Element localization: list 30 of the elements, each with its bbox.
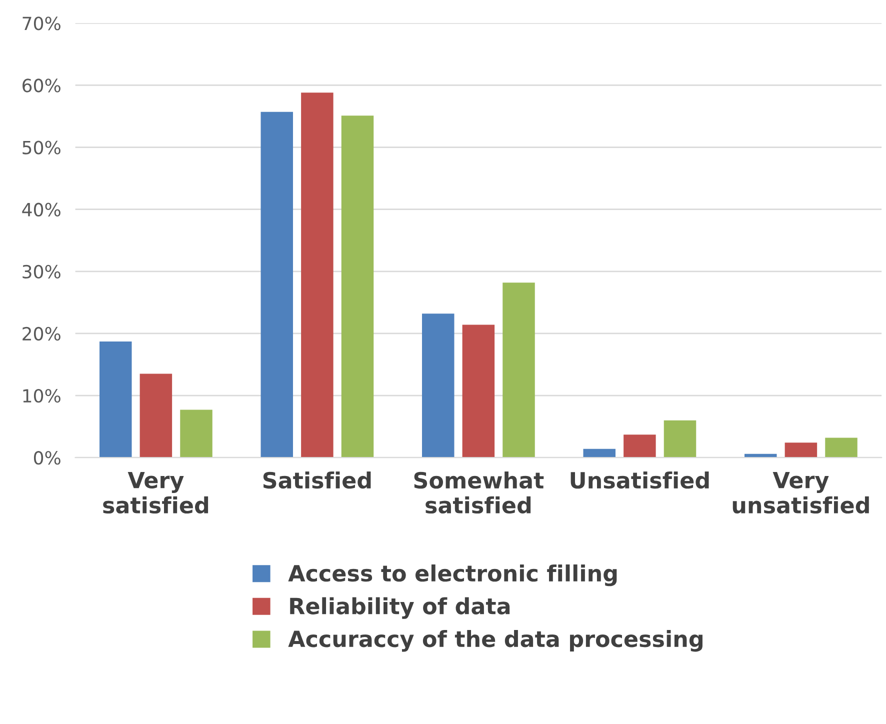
x-tick-label: Very satisfied — [103, 472, 208, 514]
y-tick-label: 10% — [23, 388, 60, 403]
y-tick-label: 70% — [22, 16, 60, 30]
bar — [583, 448, 616, 458]
y-tick-label: 50% — [22, 140, 60, 154]
bar — [422, 314, 454, 458]
bar — [502, 282, 535, 458]
bar — [341, 116, 374, 458]
legend-label: Access to electronic filling — [288, 564, 617, 586]
y-tick-label: 30% — [22, 264, 60, 279]
bar — [180, 410, 212, 458]
bar — [825, 438, 858, 458]
bar — [784, 442, 818, 458]
bar — [624, 434, 656, 458]
x-tick-label: Unsatisfied — [570, 471, 709, 489]
y-tick-label: 40% — [22, 202, 60, 216]
bar — [140, 374, 172, 458]
y-tick-label: 20% — [22, 326, 60, 341]
y-tick-label: 0% — [34, 451, 60, 465]
bar — [100, 342, 132, 458]
bar — [462, 324, 495, 458]
legend-label: Accuraccy of the data processing — [288, 630, 702, 652]
bar — [301, 92, 334, 458]
bar — [260, 112, 293, 458]
y-tick-label: 60% — [22, 78, 60, 92]
x-tick-label: Satisfied — [263, 471, 371, 489]
bar — [664, 420, 696, 458]
x-tick-label: Very unsatisfied — [732, 472, 869, 514]
x-tick-label: Somewhat satisfied — [414, 471, 544, 514]
legend-label: Reliability of data — [290, 597, 510, 619]
